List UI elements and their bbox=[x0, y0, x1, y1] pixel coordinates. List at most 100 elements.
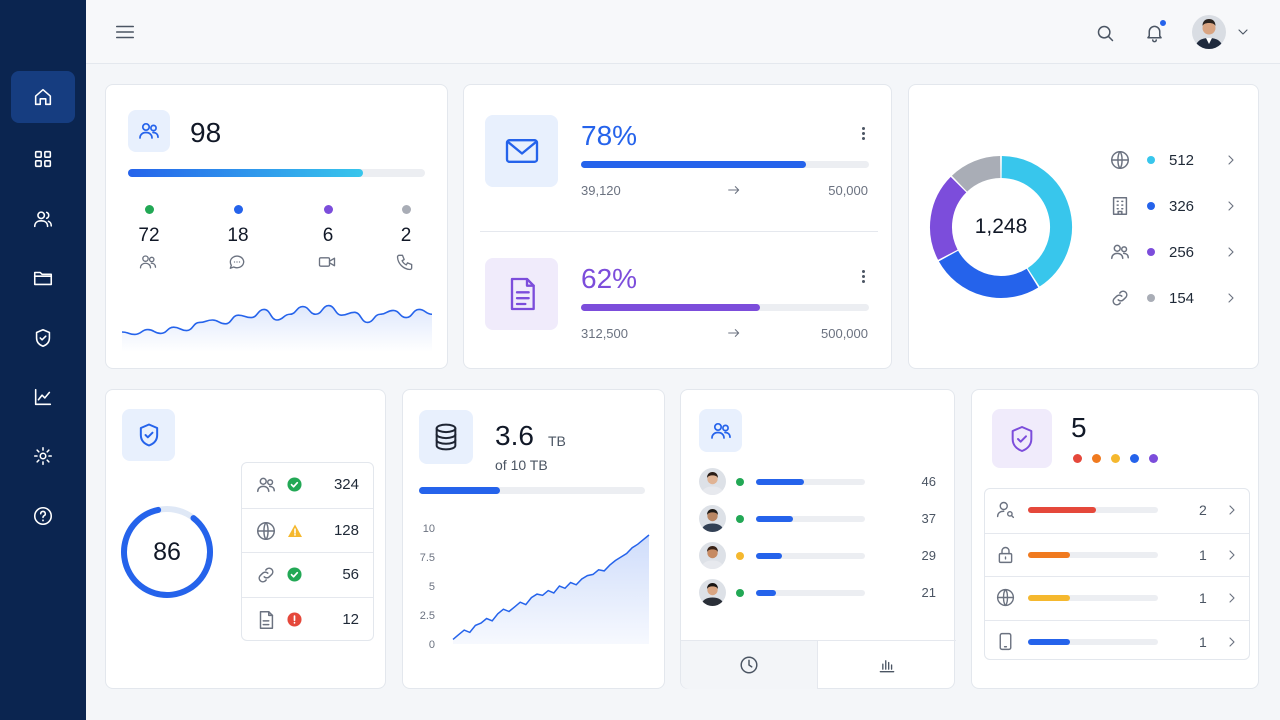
row-status bbox=[287, 477, 302, 497]
team-member-row[interactable]: 21 bbox=[681, 579, 956, 607]
presence-dot bbox=[736, 552, 744, 560]
row-status bbox=[287, 567, 302, 587]
team-member-row[interactable]: 46 bbox=[681, 468, 956, 496]
legend-chevron[interactable] bbox=[1223, 290, 1239, 311]
donut-slice[interactable] bbox=[938, 250, 1039, 298]
legend-chevron[interactable] bbox=[1223, 198, 1239, 219]
alert-row[interactable]: 1 bbox=[985, 576, 1249, 619]
alert-value: 2 bbox=[1199, 502, 1207, 518]
chat-icon bbox=[229, 255, 245, 269]
legend-icon bbox=[1109, 149, 1131, 176]
security-row[interactable]: 128 bbox=[242, 507, 373, 552]
users-icon bbox=[710, 422, 731, 439]
alert-value: 1 bbox=[1199, 546, 1207, 563]
alert-chevron[interactable] bbox=[1224, 502, 1240, 523]
users-progress-fill bbox=[128, 169, 363, 177]
y-tick-label: 2.5 bbox=[420, 610, 435, 622]
alert-icon bbox=[995, 587, 1016, 613]
alert-bar-fill bbox=[1028, 507, 1096, 513]
grid-icon bbox=[34, 150, 52, 168]
donut-slice[interactable] bbox=[1001, 156, 1072, 287]
member-avatar bbox=[699, 579, 726, 606]
notifications-button[interactable] bbox=[1141, 19, 1167, 45]
nav-analytics[interactable] bbox=[11, 371, 75, 423]
globe-icon bbox=[257, 521, 275, 540]
alert-value: 1 bbox=[1199, 633, 1207, 650]
nav-home[interactable] bbox=[11, 71, 75, 123]
building-icon bbox=[1112, 197, 1128, 215]
shield-icon-box bbox=[122, 409, 175, 461]
security-row[interactable]: 12 bbox=[242, 597, 373, 641]
tab-history[interactable] bbox=[681, 641, 818, 689]
nav-users[interactable] bbox=[11, 193, 75, 245]
team-member-row[interactable]: 37 bbox=[681, 505, 956, 533]
legend-chevron[interactable] bbox=[1223, 152, 1239, 173]
donut-slice[interactable] bbox=[951, 156, 1001, 192]
distribution-card: 1,248 512 326 256 154 bbox=[908, 84, 1259, 369]
email-target: 50,000 bbox=[828, 183, 868, 198]
member-progress-fill bbox=[756, 553, 783, 559]
team-member-row[interactable]: 29 bbox=[681, 542, 956, 570]
alert-row[interactable]: 2 bbox=[985, 489, 1249, 532]
metrics-card: 78% 39,120 50,000 62% 312,500 500,000 bbox=[463, 84, 892, 369]
email-percent: 78% bbox=[581, 120, 638, 151]
alert-chevron[interactable] bbox=[1224, 590, 1240, 611]
stat-icon bbox=[317, 252, 339, 274]
row-value: 128 bbox=[333, 521, 359, 539]
legend-row[interactable]: 154 bbox=[1109, 287, 1239, 311]
legend-value: 512 bbox=[1169, 152, 1195, 169]
legend-row[interactable]: 512 bbox=[1109, 149, 1239, 173]
nav-settings[interactable] bbox=[11, 430, 75, 482]
lock-icon bbox=[998, 546, 1013, 563]
member-value: 21 bbox=[921, 585, 936, 600]
legend-chevron[interactable] bbox=[1223, 244, 1239, 265]
legend-value: 256 bbox=[1169, 244, 1195, 261]
alert-value: 1 bbox=[1199, 590, 1207, 606]
chevron-down-icon bbox=[1238, 29, 1248, 35]
security-row[interactable]: 56 bbox=[242, 552, 373, 596]
search-button[interactable] bbox=[1092, 20, 1118, 46]
nav-security[interactable] bbox=[11, 312, 75, 364]
stat-value: 2 bbox=[400, 225, 412, 246]
donut-slice[interactable] bbox=[930, 176, 967, 260]
doc-progress-fill bbox=[581, 304, 760, 311]
video-icon bbox=[318, 257, 336, 267]
doc-more-button[interactable] bbox=[862, 268, 868, 285]
security-row[interactable]: 324 bbox=[242, 463, 373, 507]
bar-chart-icon bbox=[879, 660, 894, 673]
member-progress bbox=[756, 590, 865, 596]
menu-toggle[interactable] bbox=[112, 20, 138, 44]
severity-dot bbox=[1073, 454, 1082, 463]
chevron-right-icon bbox=[1228, 201, 1234, 211]
presence-dot bbox=[736, 515, 744, 523]
email-current: 39,120 bbox=[581, 183, 621, 198]
shield-check-icon bbox=[35, 328, 51, 348]
profile-menu-toggle[interactable] bbox=[1234, 24, 1252, 40]
home-icon bbox=[34, 88, 52, 106]
severity-dot bbox=[1130, 454, 1139, 463]
row-icon bbox=[255, 520, 277, 547]
users-progress bbox=[128, 169, 425, 177]
clock-icon bbox=[740, 656, 758, 674]
nav-apps[interactable] bbox=[11, 133, 75, 185]
email-more-button[interactable] bbox=[862, 125, 868, 142]
y-tick-label: 5 bbox=[429, 581, 435, 593]
legend-icon bbox=[1109, 241, 1131, 268]
row-value: 12 bbox=[342, 611, 359, 629]
users-sparkline bbox=[122, 304, 432, 352]
tab-stats[interactable] bbox=[818, 641, 955, 689]
storage-progress bbox=[419, 487, 645, 494]
nav-help[interactable] bbox=[11, 490, 75, 542]
legend-row[interactable]: 256 bbox=[1109, 241, 1239, 265]
alert-chevron[interactable] bbox=[1224, 547, 1240, 568]
legend-row[interactable]: 326 bbox=[1109, 195, 1239, 219]
user-avatar[interactable] bbox=[1192, 15, 1226, 49]
alert-row[interactable]: 1 bbox=[985, 532, 1249, 576]
nav-files[interactable] bbox=[11, 252, 75, 304]
doc-percent: 62% bbox=[581, 263, 638, 294]
alert-row[interactable]: 1 bbox=[985, 619, 1249, 663]
alert-chevron[interactable] bbox=[1224, 634, 1240, 655]
link-icon bbox=[1112, 290, 1128, 306]
check-circle-icon bbox=[287, 567, 302, 582]
alert-bar bbox=[1028, 507, 1158, 513]
